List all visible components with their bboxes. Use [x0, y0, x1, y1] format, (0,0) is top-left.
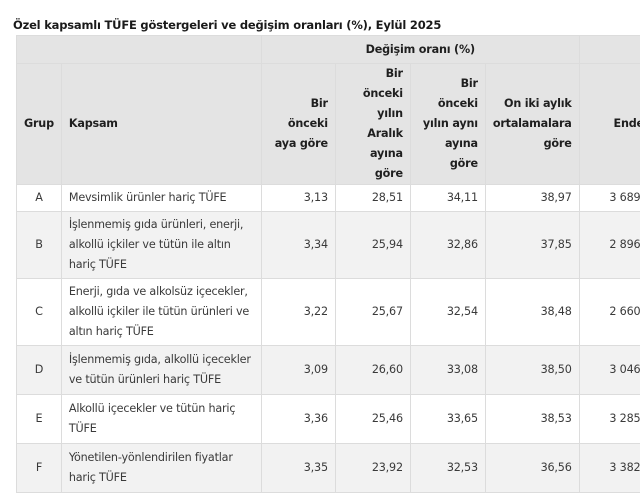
cell-yoy: 32,53	[410, 444, 485, 493]
cell-avg12: 38,53	[485, 395, 579, 444]
cell-avg12: 36,56	[485, 444, 579, 493]
header-index: Endeks	[579, 64, 640, 185]
table-row: D İşlenmemiş gıda, alkollü içecekler ve …	[17, 346, 640, 395]
header-ytd: Bir önceki yılın Aralık ayına göre	[335, 64, 410, 185]
cell-grup: F	[17, 444, 62, 493]
cell-yoy: 32,54	[410, 279, 485, 346]
cell-yoy: 34,11	[410, 185, 485, 212]
cell-monthly: 3,13	[261, 185, 335, 212]
cell-avg12: 37,85	[485, 212, 579, 279]
table-row: A Mevsimlik ürünler hariç TÜFE 3,13 28,5…	[17, 185, 640, 212]
cell-index: 2 660,03	[579, 279, 640, 346]
cell-index: 3 689,27	[579, 185, 640, 212]
cell-grup: B	[17, 212, 62, 279]
cell-monthly: 3,36	[261, 395, 335, 444]
cell-monthly: 3,34	[261, 212, 335, 279]
cell-ytd: 23,92	[335, 444, 410, 493]
cell-grup: A	[17, 185, 62, 212]
cpi-indicators-table: Değişim oranı (%) Grup Kapsam Bir önceki…	[16, 35, 640, 493]
cell-kapsam: Enerji, gıda ve alkolsüz içecekler, alko…	[61, 279, 261, 346]
header-empty-cell	[17, 36, 262, 64]
header-yoy: Bir önceki yılın aynı ayına göre	[410, 64, 485, 185]
table-title: Özel kapsamlı TÜFE göstergeleri ve değiş…	[13, 17, 640, 35]
cell-ytd: 25,67	[335, 279, 410, 346]
cell-index: 3 382,09	[579, 444, 640, 493]
header-kapsam: Kapsam	[61, 64, 261, 185]
cell-grup: E	[17, 395, 62, 444]
table-row: B İşlenmemiş gıda ürünleri, enerji, alko…	[17, 212, 640, 279]
header-row-group: Değişim oranı (%)	[17, 36, 640, 64]
cell-avg12: 38,50	[485, 346, 579, 395]
header-row-columns: Grup Kapsam Bir önceki aya göre Bir önce…	[17, 64, 640, 185]
cell-kapsam: Mevsimlik ürünler hariç TÜFE	[61, 185, 261, 212]
header-monthly: Bir önceki aya göre	[261, 64, 335, 185]
cell-avg12: 38,97	[485, 185, 579, 212]
cell-ytd: 26,60	[335, 346, 410, 395]
cell-monthly: 3,22	[261, 279, 335, 346]
table-row: F Yönetilen-yönlendirilen fiyatlar hariç…	[17, 444, 640, 493]
cell-kapsam: Yönetilen-yönlendirilen fiyatlar hariç T…	[61, 444, 261, 493]
page-content: Özel kapsamlı TÜFE göstergeleri ve değiş…	[13, 17, 640, 493]
cell-index: 2 896,19	[579, 212, 640, 279]
cell-ytd: 25,46	[335, 395, 410, 444]
table-row: C Enerji, gıda ve alkolsüz içecekler, al…	[17, 279, 640, 346]
cell-kapsam: İşlenmemiş gıda ürünleri, enerji, alkoll…	[61, 212, 261, 279]
header-empty-cell-right	[579, 36, 640, 64]
cell-ytd: 28,51	[335, 185, 410, 212]
header-change-rate: Değişim oranı (%)	[261, 36, 579, 64]
cell-ytd: 25,94	[335, 212, 410, 279]
table-row: E Alkollü içecekler ve tütün hariç TÜFE …	[17, 395, 640, 444]
cell-grup: C	[17, 279, 62, 346]
cell-yoy: 32,86	[410, 212, 485, 279]
cell-monthly: 3,35	[261, 444, 335, 493]
cell-yoy: 33,65	[410, 395, 485, 444]
header-grup: Grup	[17, 64, 62, 185]
cell-monthly: 3,09	[261, 346, 335, 395]
cell-kapsam: İşlenmemiş gıda, alkollü içecekler ve tü…	[61, 346, 261, 395]
cell-index: 3 285,57	[579, 395, 640, 444]
cell-grup: D	[17, 346, 62, 395]
cell-avg12: 38,48	[485, 279, 579, 346]
cell-yoy: 33,08	[410, 346, 485, 395]
cell-kapsam: Alkollü içecekler ve tütün hariç TÜFE	[61, 395, 261, 444]
cell-index: 3 046,23	[579, 346, 640, 395]
header-avg12: On iki aylık ortalamalara göre	[485, 64, 579, 185]
